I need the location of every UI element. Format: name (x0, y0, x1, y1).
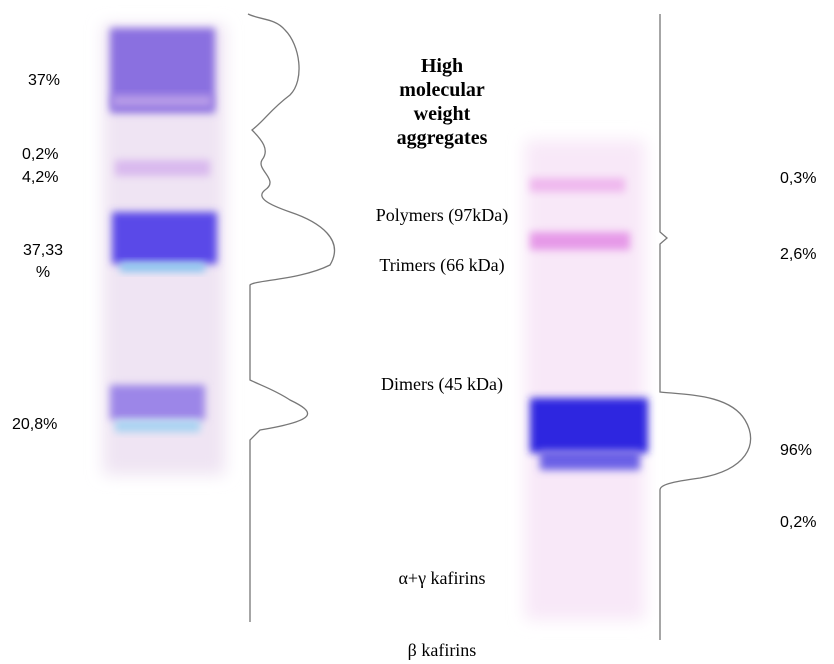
right-density-trace (660, 14, 751, 640)
left-percent: 37,33 % (18, 240, 68, 284)
left-density-trace (248, 14, 334, 622)
band-label: Polymers (97kDa) (372, 203, 512, 228)
left-percent: 4,2% (22, 167, 58, 189)
right-percent: 2,6% (780, 244, 816, 266)
band-label: α+γ kafirins (352, 566, 532, 591)
band-label: Trimers (66 kDa) (377, 253, 507, 278)
band-label: β kafirins (352, 638, 532, 663)
right-percent: 0,2% (780, 512, 816, 534)
right-percent: 0,3% (780, 168, 816, 190)
left-percent: 20,8% (12, 414, 57, 436)
band-label: Dimers (45 kDa) (372, 372, 512, 397)
left-percent: 0,2% (22, 144, 58, 166)
heading: High molecular weight aggregates (382, 54, 502, 150)
right-percent: 96% (780, 440, 812, 462)
left-gel-lane (103, 25, 225, 475)
figure: 37% 0,2% 4,2% 37,33 % 20,8% High molecul… (0, 0, 834, 664)
right-gel-lane (525, 140, 648, 620)
left-percent: 37% (28, 70, 60, 92)
